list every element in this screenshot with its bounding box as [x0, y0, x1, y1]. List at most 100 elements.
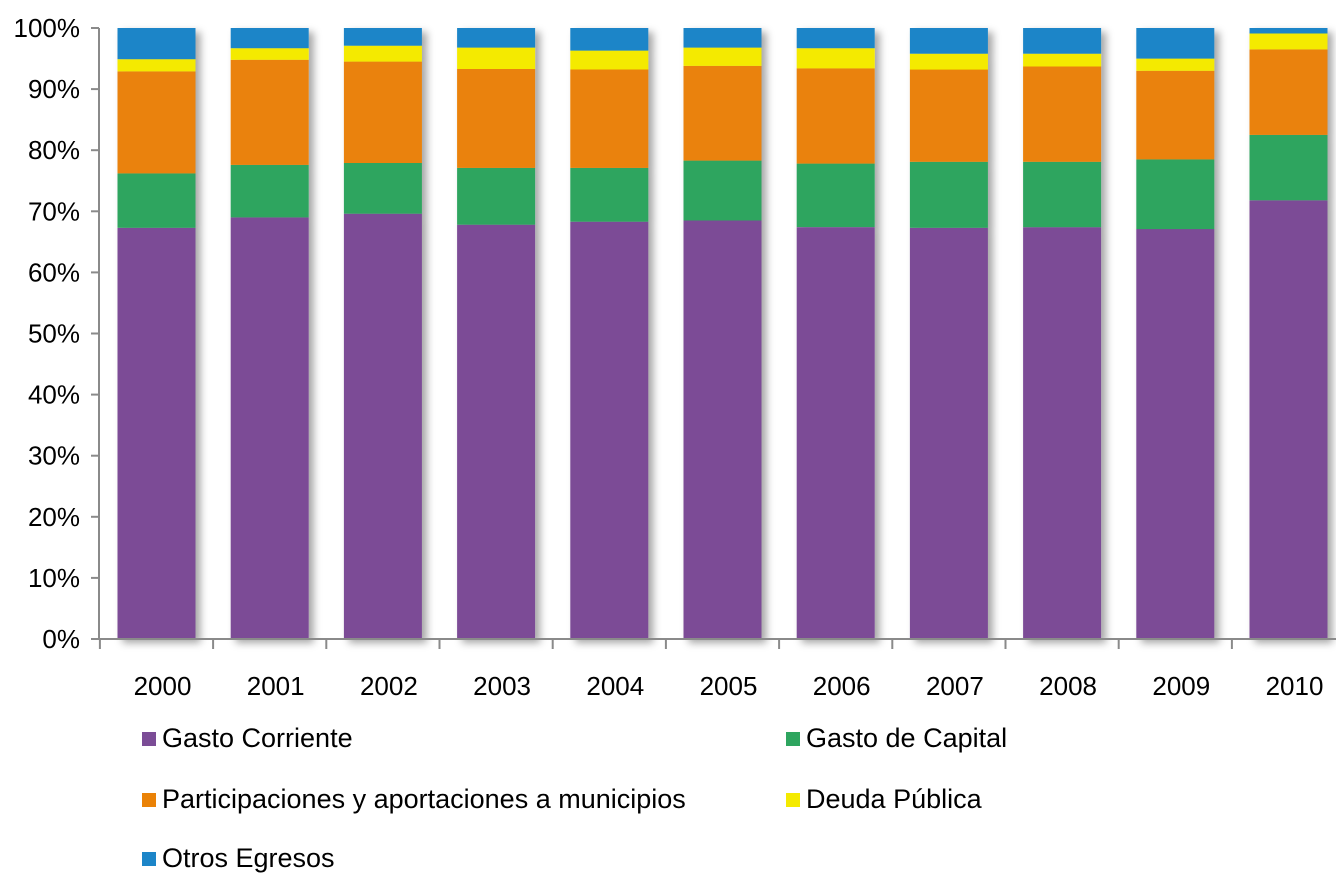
bar-segment-otros-egresos-2004 [570, 28, 649, 51]
bar-column-2010 [1249, 28, 1328, 640]
bar-segment-gasto-corriente-2006 [796, 227, 875, 639]
bar-column-2000 [117, 28, 196, 640]
bar-segment-otros-egresos-2006 [796, 28, 875, 49]
bar-segment-gasto-de-capital-2004 [570, 167, 649, 222]
bar-segment-gasto-corriente-2008 [1023, 227, 1102, 639]
bar-segment-gasto-corriente-2005 [683, 220, 762, 639]
bar-segment-gasto-corriente-2004 [570, 221, 649, 639]
legend-swatch-participaciones [142, 792, 156, 807]
bar-segment-deuda-publica-2009 [1136, 58, 1215, 71]
y-tick-label: 60% [28, 257, 80, 287]
bar-column-2006 [796, 28, 875, 639]
bar-segment-gasto-de-capital-2002 [343, 163, 422, 214]
bar-segment-otros-egresos-2007 [909, 28, 988, 54]
y-tick-label: 90% [28, 74, 80, 104]
x-tick-label: 2008 [1039, 671, 1097, 701]
bar-segment-otros-egresos-2010 [1249, 28, 1328, 34]
legend-item-participaciones: Participaciones y aportaciones a municip… [142, 784, 686, 815]
bar-segment-gasto-de-capital-2006 [796, 163, 875, 228]
x-tick-label: 2006 [813, 671, 871, 701]
legend-swatch-gasto-corriente [142, 731, 156, 746]
bar-segment-deuda-publica-2004 [570, 50, 649, 70]
bar-segment-deuda-publica-2006 [796, 48, 875, 69]
legend-label-gasto-de-capital: Gasto de Capital [806, 723, 1008, 753]
legend-swatch-deuda-publica [786, 792, 800, 807]
bar-segment-otros-egresos-2002 [343, 28, 422, 46]
bar-segment-participaciones-y-aportaciones-a-municipios-2003 [457, 68, 536, 168]
axes-group [91, 27, 1336, 649]
bar-column-2001 [230, 28, 309, 639]
bar-column-2005 [683, 28, 762, 639]
bar-segment-otros-egresos-2005 [683, 28, 762, 48]
bar-segment-otros-egresos-2000 [117, 28, 196, 60]
bar-segment-deuda-publica-2010 [1249, 33, 1328, 50]
legend-item-gasto-de-capital: Gasto de Capital [786, 723, 1007, 754]
y-tick-label: 70% [28, 196, 80, 226]
bar-segment-gasto-corriente-2007 [909, 227, 988, 640]
x-tick-label: 2002 [360, 671, 418, 701]
bar-segment-participaciones-y-aportaciones-a-municipios-2001 [230, 59, 309, 165]
bar-segment-participaciones-y-aportaciones-a-municipios-2002 [343, 61, 422, 163]
legend-label-deuda-publica: Deuda Pública [806, 784, 982, 814]
legend-item-gasto-corriente: Gasto Corriente [142, 723, 353, 754]
bar-segment-deuda-publica-2005 [683, 47, 762, 66]
x-tick-label: 2005 [700, 671, 758, 701]
bar-segment-deuda-publica-2008 [1023, 53, 1102, 67]
bar-segment-gasto-de-capital-2008 [1023, 161, 1102, 228]
bar-column-2009 [1136, 28, 1215, 639]
y-tick-label: 80% [28, 135, 80, 165]
tick-labels-group: 0% 10% 20% 30% 40% 50% 60% 70% 80% 90% 100% 2000 200… [14, 13, 1324, 701]
bar-column-2004 [570, 28, 649, 639]
bar-segment-gasto-de-capital-2009 [1136, 159, 1215, 230]
legend-swatch-gasto-de-capital [786, 731, 800, 746]
bar-segment-gasto-de-capital-2000 [117, 173, 196, 228]
bar-segment-deuda-publica-2002 [343, 45, 422, 62]
bar-column-2003 [457, 28, 536, 639]
bar-segment-gasto-de-capital-2003 [457, 167, 536, 225]
bars-group [117, 28, 1328, 640]
bar-segment-gasto-de-capital-2010 [1249, 134, 1328, 201]
y-tick-label: 100% [14, 13, 81, 43]
bar-segment-gasto-corriente-2009 [1136, 229, 1215, 639]
x-tick-label: 2010 [1266, 671, 1324, 701]
bar-segment-otros-egresos-2009 [1136, 28, 1215, 59]
y-tick-label: 0% [42, 624, 80, 654]
legend-label-gasto-corriente: Gasto Corriente [162, 723, 353, 753]
bar-segment-gasto-de-capital-2001 [230, 164, 309, 218]
bar-segment-gasto-de-capital-2007 [909, 161, 988, 228]
y-tick-label: 50% [28, 319, 80, 349]
bar-segment-participaciones-y-aportaciones-a-municipios-2010 [1249, 49, 1328, 135]
bar-segment-participaciones-y-aportaciones-a-municipios-2008 [1023, 66, 1102, 162]
bar-segment-deuda-publica-2001 [230, 48, 309, 60]
bar-segment-gasto-corriente-2000 [117, 227, 196, 640]
x-tick-label: 2001 [247, 671, 305, 701]
y-tick-label: 40% [28, 380, 80, 410]
bar-segment-deuda-publica-2000 [117, 59, 196, 72]
bar-segment-otros-egresos-2003 [457, 28, 536, 48]
bar-segment-deuda-publica-2007 [909, 53, 988, 70]
x-tick-label: 2007 [926, 671, 984, 701]
bar-segment-participaciones-y-aportaciones-a-municipios-2000 [117, 71, 196, 174]
bar-column-2002 [343, 28, 422, 639]
y-tick-label: 20% [28, 502, 80, 532]
x-tick-label: 2004 [586, 671, 644, 701]
bar-segment-gasto-corriente-2002 [343, 213, 422, 639]
bar-segment-gasto-corriente-2001 [230, 217, 309, 639]
y-tick-label: 30% [28, 441, 80, 471]
bar-segment-gasto-de-capital-2005 [683, 160, 762, 221]
bar-column-2008 [1023, 28, 1102, 639]
stacked-bar-chart: 0% 10% 20% 30% 40% 50% 60% 70% 80% 90% 100% 2000 200… [14, 13, 1336, 701]
legend-label-participaciones: Participaciones y aportaciones a municip… [162, 784, 686, 814]
bar-segment-otros-egresos-2008 [1023, 28, 1102, 54]
legend-item-otros-egresos: Otros Egresos [142, 843, 335, 874]
bar-segment-deuda-publica-2003 [457, 47, 536, 69]
x-tick-label: 2003 [473, 671, 531, 701]
legend-item-deuda-publica: Deuda Pública [786, 784, 982, 815]
bar-segment-participaciones-y-aportaciones-a-municipios-2005 [683, 65, 762, 161]
legend-swatch-otros-egresos [142, 851, 156, 866]
bar-segment-participaciones-y-aportaciones-a-municipios-2006 [796, 68, 875, 164]
x-tick-label: 2009 [1152, 671, 1210, 701]
bar-column-2007 [909, 28, 988, 640]
bar-segment-participaciones-y-aportaciones-a-municipios-2009 [1136, 70, 1215, 160]
legend-label-otros-egresos: Otros Egresos [162, 843, 335, 873]
